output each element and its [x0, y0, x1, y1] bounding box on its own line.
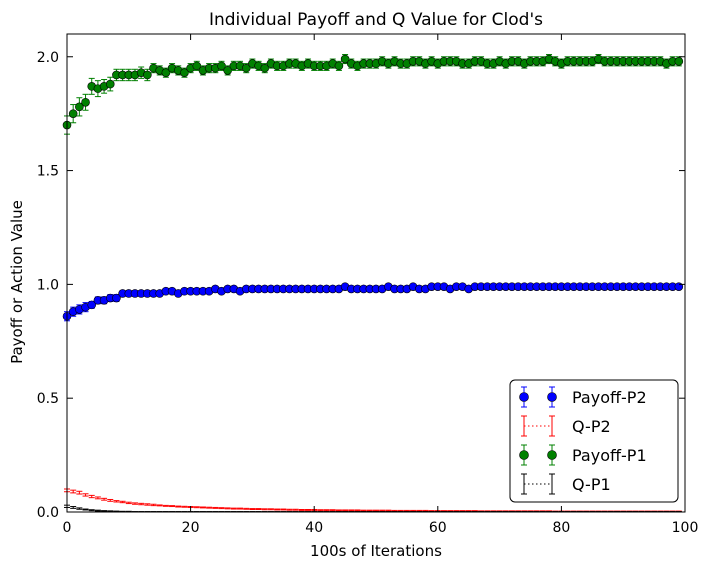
x-tick-label: 100 [672, 520, 699, 536]
data-point [81, 97, 90, 107]
legend-box [509, 379, 679, 503]
y-axis-label: Payoff or Action Value [8, 200, 26, 364]
x-tick-label: 0 [63, 520, 72, 536]
legend-label: Payoff-P2 [572, 388, 647, 407]
legend-label: Q-P2 [572, 417, 611, 436]
data-point [75, 102, 84, 112]
x-tick-label: 80 [552, 520, 570, 536]
data-point [112, 293, 121, 303]
y-tick-label: 1.0 [37, 277, 59, 293]
data-point [674, 282, 684, 291]
data-point [334, 61, 344, 71]
y-tick-label: 1.5 [37, 164, 59, 180]
legend-marker [519, 392, 529, 402]
legend: Payoff-P2 Q-P2 Payoff-P1 Q-P1 [509, 379, 679, 503]
series-q-p1 [64, 504, 682, 513]
legend-marker [519, 450, 529, 460]
legend-marker [547, 392, 557, 402]
data-point [143, 70, 152, 80]
legend-label: Payoff-P1 [572, 446, 647, 465]
data-point [105, 79, 115, 89]
x-tick-label: 40 [305, 520, 323, 536]
data-point [674, 57, 684, 66]
y-tick-label: 0.0 [37, 505, 59, 521]
x-tick-label: 20 [182, 520, 200, 536]
x-tick-label: 60 [429, 520, 447, 536]
legend-marker [547, 450, 557, 460]
legend-label: Q-P1 [572, 475, 611, 494]
data-point [87, 300, 97, 310]
y-tick-label: 0.5 [37, 391, 59, 407]
plot-frame [66, 33, 686, 513]
chart-title: Individual Payoff and Q Value for Clod's [209, 10, 543, 30]
x-axis-label: 100s of Iterations [310, 542, 442, 560]
series-payoff-p1 [62, 53, 684, 135]
y-tick-label: 2.0 [37, 50, 59, 66]
plot-area [62, 53, 684, 513]
data-point [68, 109, 78, 118]
series-payoff-p2 [62, 282, 684, 322]
